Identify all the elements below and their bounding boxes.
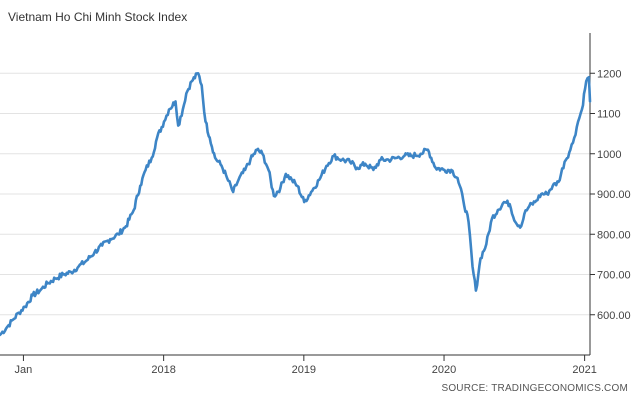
series-line [0, 72, 592, 337]
y-tick-label: 900.00 [597, 189, 631, 201]
grid [0, 72, 590, 316]
y-tick-label: 600.00 [597, 310, 631, 322]
x-tick-label: 2020 [432, 364, 456, 376]
y-tick-label: 800.00 [597, 229, 631, 241]
x-tick-label: 2019 [292, 364, 316, 376]
series-group [0, 72, 592, 337]
axes [0, 33, 595, 361]
y-tick-label: 1100 [597, 109, 621, 121]
x-tick-label: Jan [15, 364, 33, 376]
chart-title: Vietnam Ho Chi Minh Stock Index [8, 10, 188, 24]
y-tick-labels: 600.00 700.00 800.00 900.00 1000 1100 1200 [597, 68, 631, 322]
x-tick-labels: Jan 2018 2019 2020 2021 [15, 364, 597, 376]
y-tick-label: 700.00 [597, 270, 631, 282]
y-tick-label: 1000 [597, 149, 621, 161]
x-tick-label: 2018 [151, 364, 175, 376]
source-label: SOURCE: TRADINGECONOMICS.COM [441, 383, 628, 394]
x-tick-label: 2021 [572, 364, 596, 376]
y-tick-label: 1200 [597, 68, 621, 80]
